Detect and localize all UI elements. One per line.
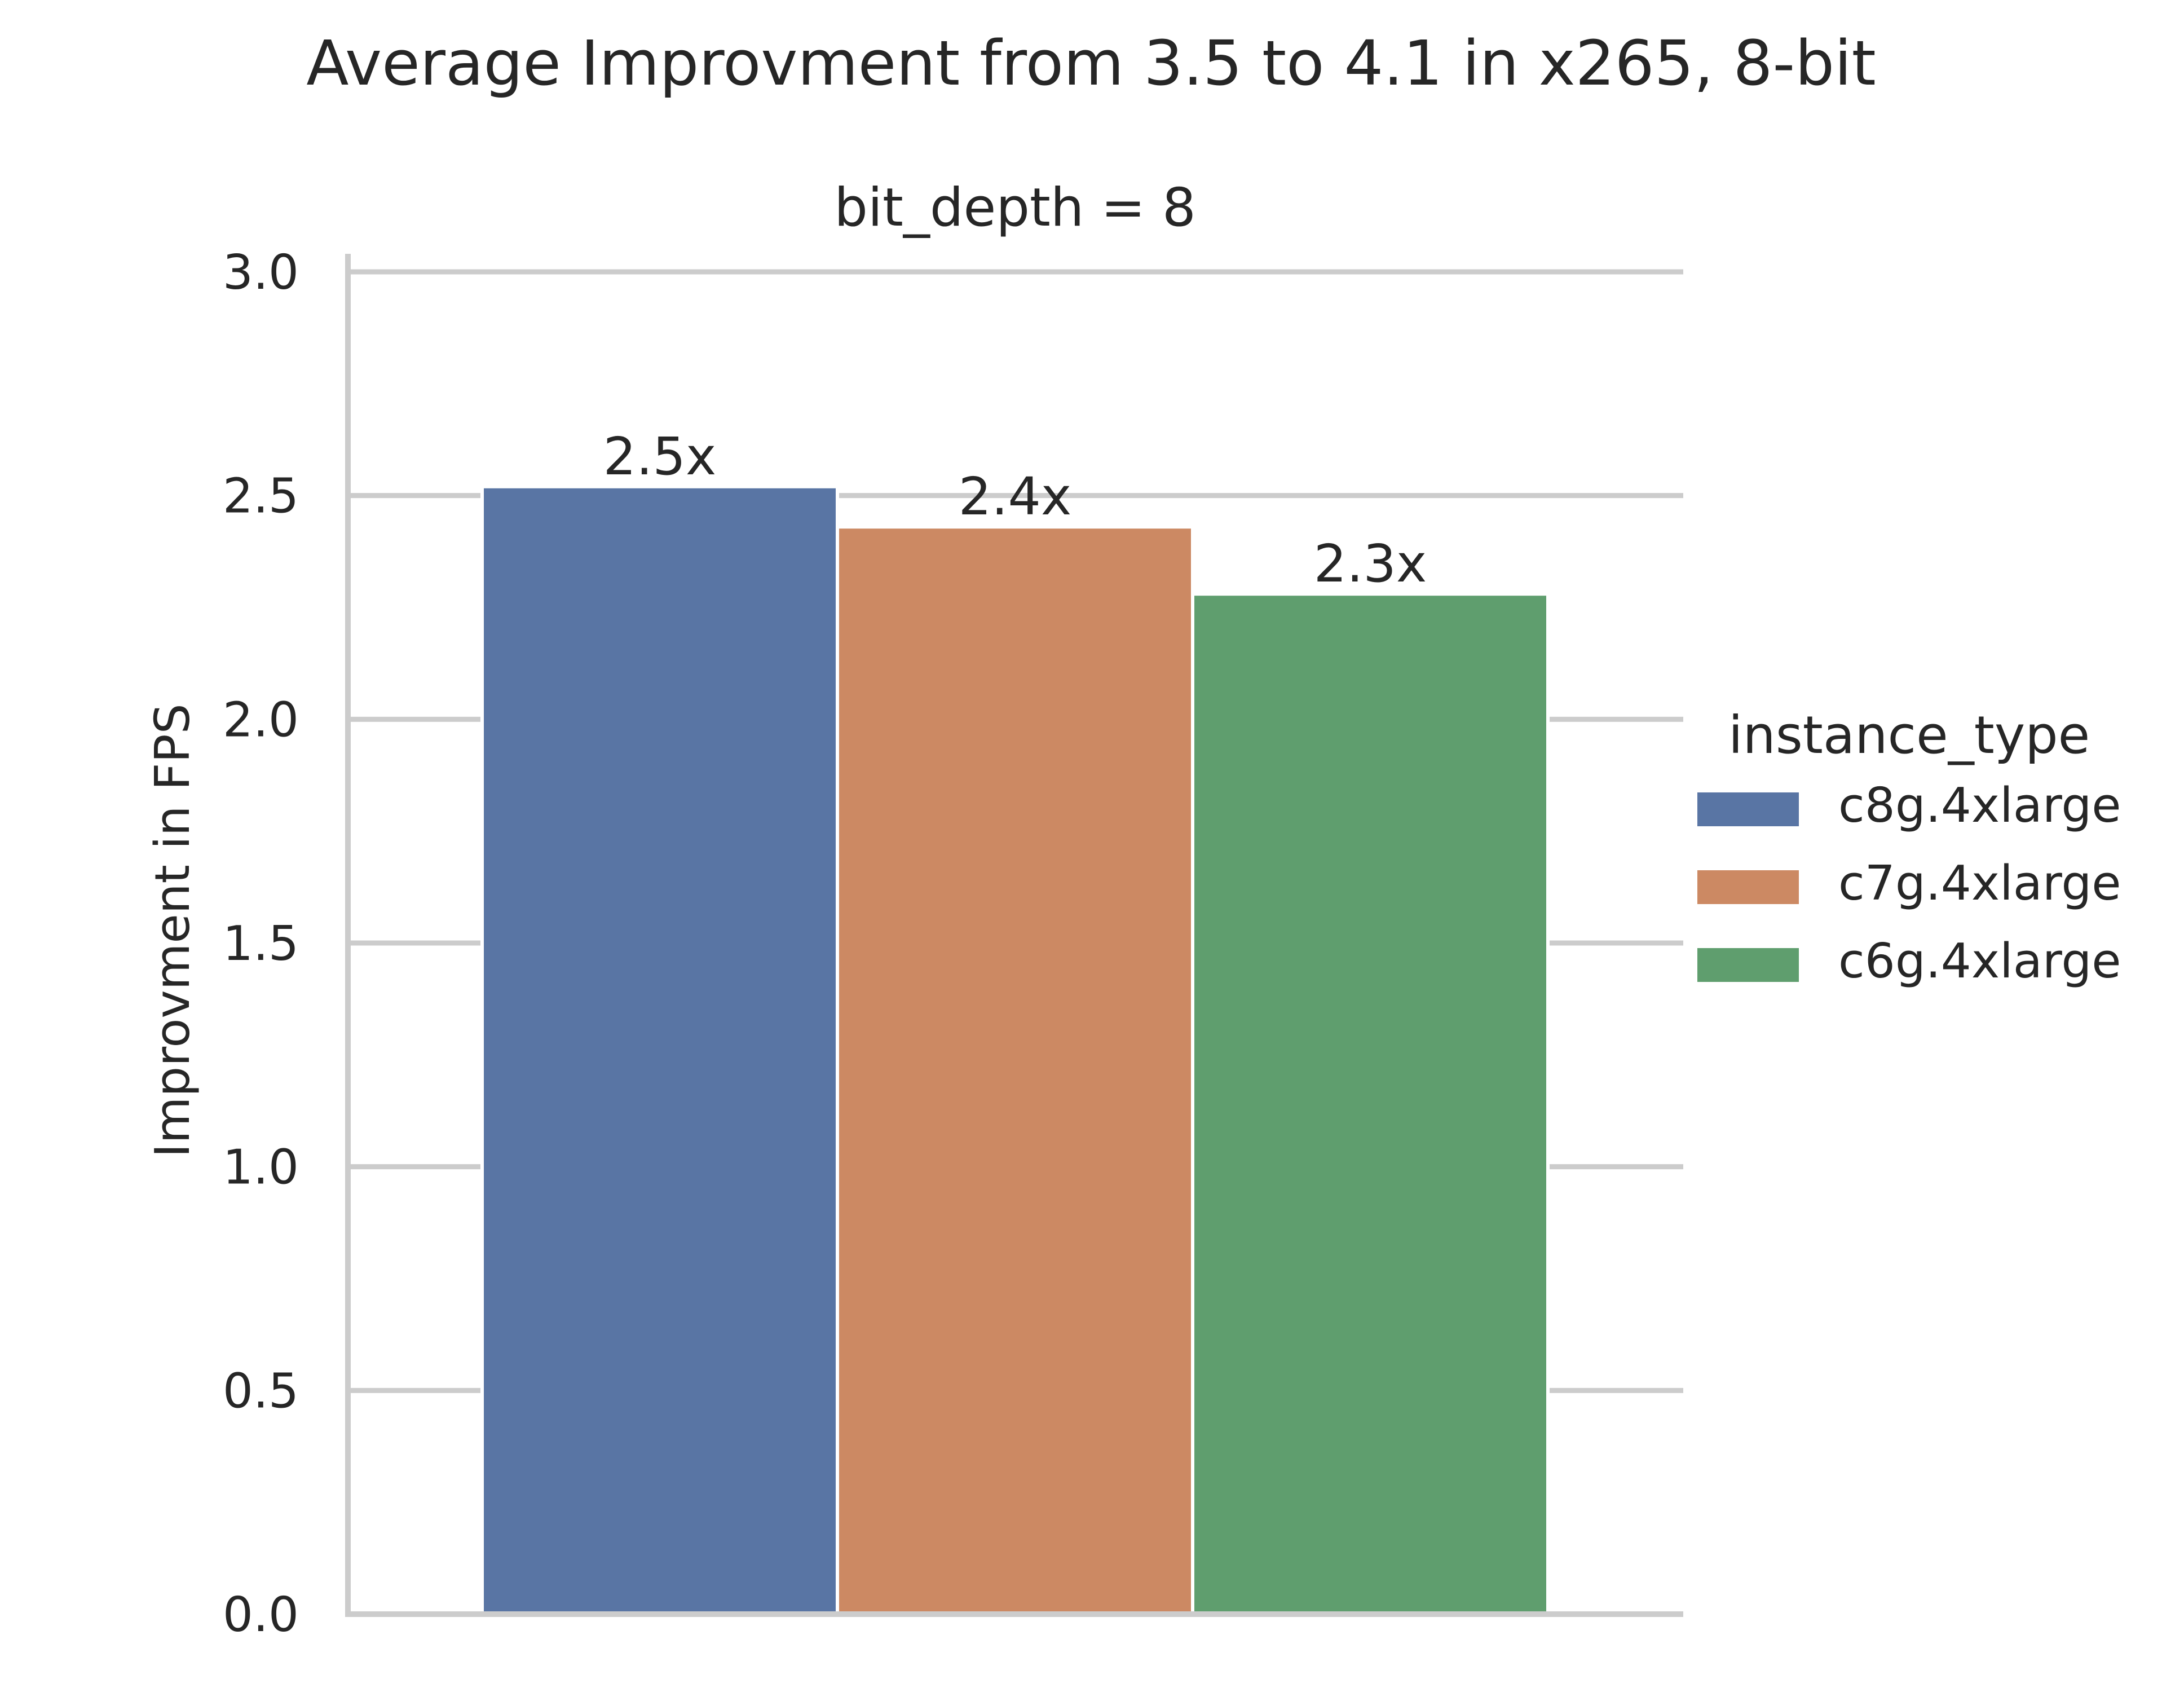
y-tick-label: 0.5 [223,1363,299,1419]
legend-swatch-c6g.4xlarge [1697,948,1799,982]
bar-c8g.4xlarge [480,484,839,1616]
bar-value-label: 2.3x [1314,534,1427,594]
y-tick-label: 1.0 [223,1140,299,1196]
y-ticks: 0.0 0.5 1.0 1.5 2.0 2.5 3.0 [223,245,299,1643]
y-tick-label: 2.0 [223,692,299,748]
bar-labels: 2.5x 2.4x 2.3x [603,426,1427,594]
bar-value-label: 2.5x [603,426,717,487]
bars [480,484,1550,1616]
y-tick-label: 1.5 [223,916,299,972]
legend: instance_type c8g.4xlarge c7g.4xlarge c6g.… [1697,705,2121,989]
y-tick-label: 2.5 [223,469,299,525]
bar-value-label: 2.4x [959,466,1072,527]
legend-label: c7g.4xlarge [1838,856,2121,911]
bar-c7g.4xlarge [836,525,1194,1616]
chart-title: Average Improvment from 3.5 to 4.1 in x2… [306,27,1876,99]
axis-spines [345,254,1683,1617]
y-axis-label: Improvment in FPS [145,703,201,1157]
bar-c6g.4xlarge [1191,592,1550,1616]
legend-title: instance_type [1728,705,2090,765]
legend-label: c6g.4xlarge [1838,933,2121,989]
y-tick-label: 3.0 [223,245,299,301]
facet-title: bit_depth = 8 [834,177,1196,239]
legend-swatch-c7g.4xlarge [1697,870,1799,904]
y-tick-label: 0.0 [223,1587,299,1643]
legend-swatch-c8g.4xlarge [1697,792,1799,826]
legend-label: c8g.4xlarge [1838,778,2121,834]
